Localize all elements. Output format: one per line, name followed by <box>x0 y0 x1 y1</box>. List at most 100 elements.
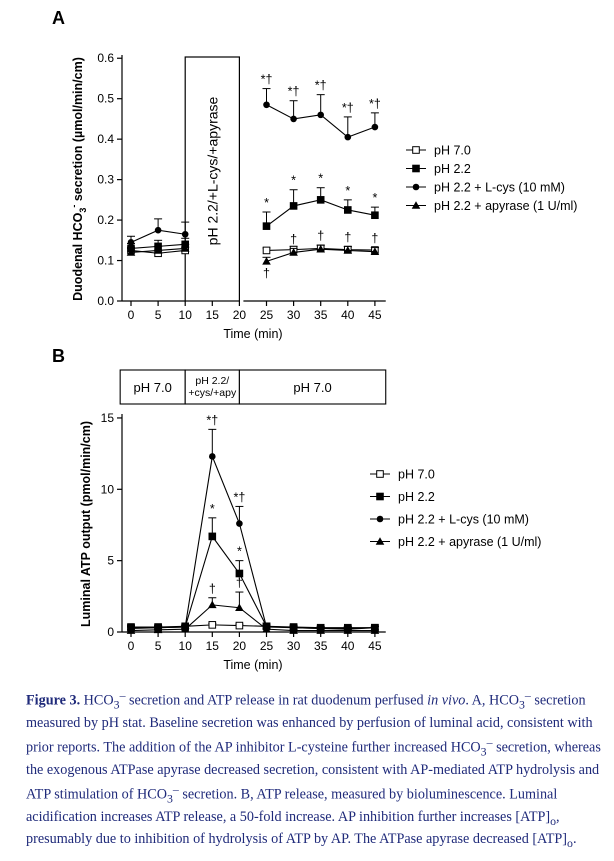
legend-item: pH 2.2 + apyrase (1 U/ml) <box>406 199 577 213</box>
x-tick-label: 20 <box>233 639 247 653</box>
data-point-marker <box>235 621 244 630</box>
caption-text-5: secretion, whereas the exogenous ATPase … <box>26 739 601 803</box>
legend-item: pH 2.2 <box>406 162 471 176</box>
data-point-marker <box>343 246 353 254</box>
legend-item: pH 2.2 <box>370 490 435 504</box>
x-tick-label: 30 <box>287 308 301 322</box>
caption-sub: 3 <box>480 744 487 759</box>
x-tick-label: 5 <box>155 308 162 322</box>
data-point-marker <box>376 492 384 501</box>
condition-bar-label-line: pH 2.2/ <box>195 375 229 387</box>
y-tick-label: 0 <box>107 625 114 639</box>
x-tick-label: 0 <box>128 639 135 653</box>
data-point-marker <box>316 244 325 253</box>
data-point-marker <box>208 532 217 541</box>
caption-text-8: . <box>572 831 577 848</box>
data-point-marker <box>290 115 297 123</box>
data-point-marker <box>289 626 298 634</box>
data-point-marker <box>153 625 163 634</box>
caption-label: Figure 3. <box>26 692 81 709</box>
treatment-box <box>184 56 240 302</box>
condition-bar-segment <box>238 369 387 405</box>
y-axis-label-part: Duodenal HCO <box>71 212 85 300</box>
x-tick-label: 10 <box>179 639 193 653</box>
significance-label: *† <box>206 413 218 427</box>
data-point-marker <box>375 537 385 545</box>
data-point-marker <box>371 123 379 131</box>
significance-label: *† <box>288 85 300 99</box>
condition-bar-segment <box>119 369 186 405</box>
data-point-marker <box>263 101 270 109</box>
legend-item: pH 2.2 + L-cys (10 mM) <box>370 513 529 527</box>
significance-label: † <box>344 230 351 244</box>
y-axis-label-sup: - <box>69 205 79 208</box>
significance-label: * <box>345 184 350 198</box>
legend-item: pH 2.2 + L-cys (10 mM) <box>406 181 565 195</box>
data-point-marker <box>411 201 421 209</box>
data-point-marker <box>289 202 298 210</box>
significance-label: * <box>264 196 269 210</box>
data-point-marker <box>262 257 271 265</box>
data-point-marker <box>412 146 420 154</box>
data-point-marker <box>316 196 325 204</box>
legend-label: pH 2.2 <box>434 162 471 176</box>
figure: A pH 2.2/+L-cys/+apyrase 0.0 0.1 0.2 0.3 0.4 0… <box>52 8 577 672</box>
caption-sub: o <box>550 813 557 828</box>
data-point-marker <box>180 244 190 252</box>
y-tick-label: 0.2 <box>97 213 114 227</box>
data-point-marker <box>344 206 352 214</box>
legend-label: pH 7.0 <box>398 468 435 482</box>
caption-sup: – <box>524 688 531 702</box>
significance-label: *† <box>261 73 273 87</box>
significance-label: * <box>210 502 215 516</box>
x-tick-label: 30 <box>287 639 301 653</box>
data-point-marker <box>343 626 353 634</box>
data-point-marker <box>344 133 352 141</box>
series-line <box>130 454 375 630</box>
x-tick-label: 45 <box>368 308 382 322</box>
caption-sub: 3 <box>166 791 173 806</box>
legend-label: pH 2.2 + apyrase (1 U/ml) <box>434 199 577 213</box>
significance-label: *† <box>342 101 354 115</box>
legend-item: pH 7.0 <box>370 468 435 482</box>
data-point-marker <box>208 600 217 609</box>
y-tick-label: 15 <box>101 411 115 425</box>
data-point-marker <box>370 626 380 634</box>
caption-text-2: secretion and ATP release in rat duodenu… <box>125 692 428 709</box>
data-point-marker <box>181 230 189 238</box>
y-tick-label: 0.0 <box>97 294 114 308</box>
data-point-marker <box>235 603 244 612</box>
series-2: ** <box>127 502 379 633</box>
data-point-marker <box>370 247 380 255</box>
significance-label: * <box>318 172 323 186</box>
data-point-marker <box>376 515 384 523</box>
data-point-marker <box>262 222 271 230</box>
y-tick-label: 10 <box>101 482 115 496</box>
data-point-marker <box>235 569 244 578</box>
data-point-marker <box>126 626 136 634</box>
panel-b-chart: pH 7.0 pH 2.2/+cys/+apy pH 7.0 0 5 10 15 0 5 10 15… <box>79 369 541 672</box>
data-point-marker <box>262 624 271 633</box>
significance-label: * <box>372 191 377 205</box>
panel-a-letter: A <box>52 8 65 28</box>
caption-sub: o <box>567 835 573 850</box>
condition-bar-segment <box>184 369 240 405</box>
x-tick-label: 15 <box>206 308 220 322</box>
significance-label: * <box>291 174 296 188</box>
y-axis-label-sub: 3 <box>78 208 88 213</box>
data-point-marker <box>316 626 325 634</box>
figure-caption: Figure 3. HCO3– secretion and ATP releas… <box>26 686 606 853</box>
series-1 <box>127 244 379 258</box>
x-tick-label: 40 <box>341 308 355 322</box>
significance-label: † <box>263 266 270 280</box>
significance-label: † <box>290 232 297 246</box>
x-tick-label: 25 <box>260 639 274 653</box>
series-2: * * * * * <box>127 172 379 253</box>
treatment-box-label: pH 2.2/+L-cys/+apyrase <box>204 96 220 245</box>
series-line <box>131 535 375 629</box>
x-tick-label: 20 <box>233 308 247 322</box>
x-tick-label: 35 <box>314 308 328 322</box>
series-4: † † † † † <box>126 229 380 280</box>
x-tick-label: 40 <box>341 639 355 653</box>
legend-label: pH 7.0 <box>434 144 471 158</box>
